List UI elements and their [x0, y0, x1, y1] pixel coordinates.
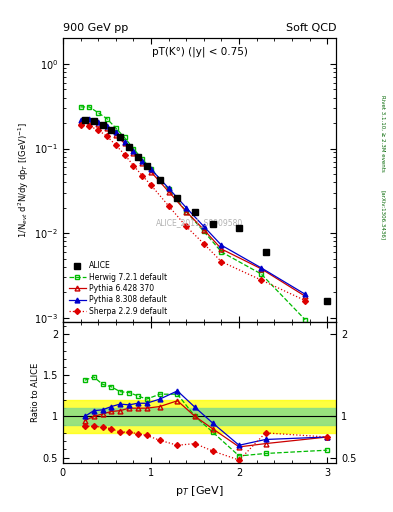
Bar — [63, 408, 336, 424]
Text: Soft QCD: Soft QCD — [286, 23, 336, 33]
Text: 900 GeV pp: 900 GeV pp — [63, 23, 128, 33]
Bar — [63, 400, 336, 433]
Text: Rivet 3.1.10, ≥ 2.3M events: Rivet 3.1.10, ≥ 2.3M events — [381, 95, 386, 172]
Legend: ALICE, Herwig 7.2.1 default, Pythia 6.428 370, Pythia 8.308 default, Sherpa 2.2.: ALICE, Herwig 7.2.1 default, Pythia 6.42… — [67, 259, 169, 318]
Text: ALICE_2011_S8909580: ALICE_2011_S8909580 — [156, 218, 243, 227]
Y-axis label: 1/N$_{evt}$ d$^{2}$N/dy dp$_{T}$ [(GeV)$^{-1}$]: 1/N$_{evt}$ d$^{2}$N/dy dp$_{T}$ [(GeV)$… — [17, 122, 31, 238]
X-axis label: p$_{T}$ [GeV]: p$_{T}$ [GeV] — [175, 484, 224, 498]
Text: pT(K°) (|y| < 0.75): pT(K°) (|y| < 0.75) — [152, 47, 247, 57]
Text: [arXiv:1306.3436]: [arXiv:1306.3436] — [381, 190, 386, 240]
Y-axis label: Ratio to ALICE: Ratio to ALICE — [31, 363, 40, 422]
